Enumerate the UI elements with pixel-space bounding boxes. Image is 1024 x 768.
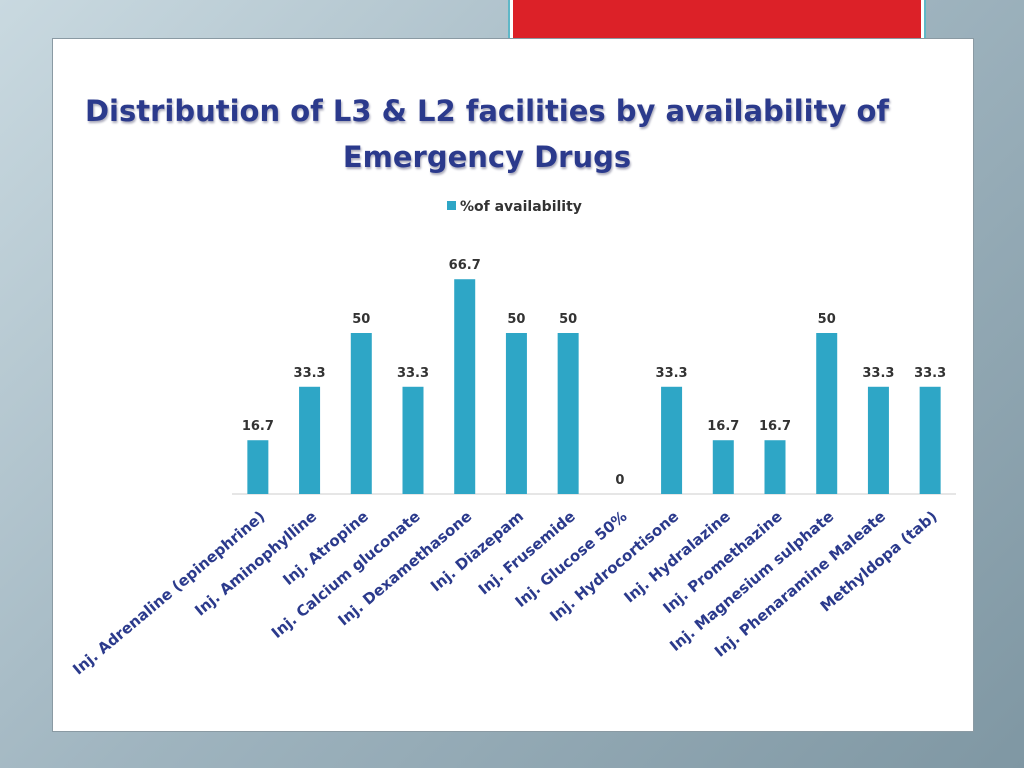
data-label: 0 [615,473,624,488]
data-label: 16.7 [242,419,274,434]
legend-swatch [447,201,456,210]
bar [867,386,889,494]
data-label: 33.3 [656,366,688,381]
bar [661,386,683,494]
data-label: 33.3 [294,366,326,381]
bar [402,386,424,494]
chart-title: Distribution of L3 & L2 facilities by av… [84,94,890,174]
data-label: 66.7 [449,258,481,273]
bar [712,440,734,494]
data-label: 50 [559,312,577,327]
bar [557,333,579,494]
bar [816,333,838,494]
legend-label: %of availability [460,199,582,215]
bar [505,333,527,494]
data-label: 33.3 [862,366,894,381]
bar [247,440,269,494]
x-tick-label: Inj. Adrenaline (epinephrine) [69,507,268,678]
data-label: 50 [507,312,525,327]
data-label: 33.3 [397,366,429,381]
bar [299,386,321,494]
data-label: 33.3 [914,366,946,381]
data-label: 50 [352,312,370,327]
bar [350,333,372,494]
bar [454,279,476,494]
data-label: 50 [818,312,836,327]
data-label: 16.7 [707,419,739,434]
bar [919,386,941,494]
data-label: 16.7 [759,419,791,434]
bar [764,440,786,494]
